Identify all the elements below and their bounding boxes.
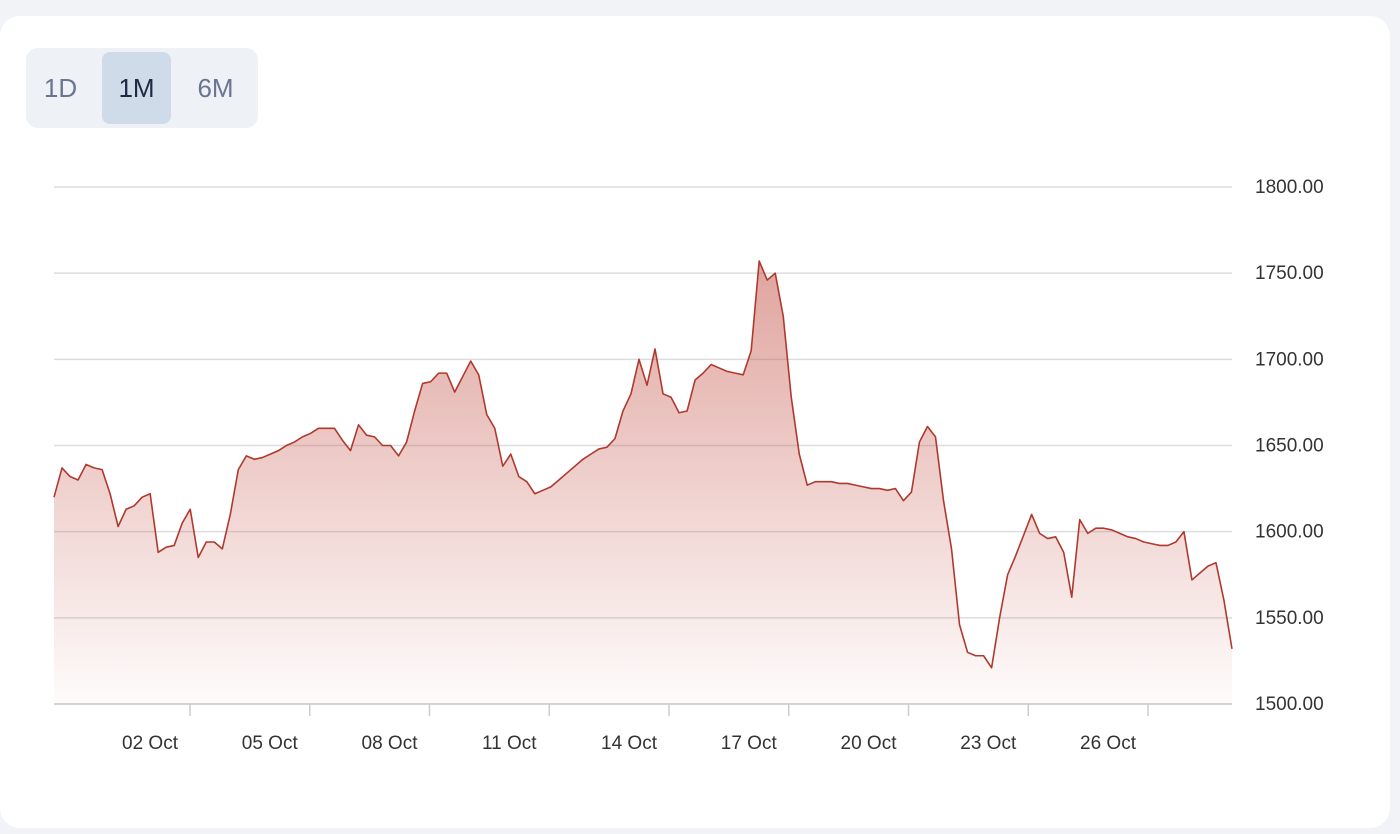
y-tick-label: 1550.00: [1255, 608, 1324, 629]
y-tick-label: 1650.00: [1255, 436, 1324, 457]
x-tick-label: 26 Oct: [1080, 733, 1137, 754]
range-selector: 1D 1M 6M: [26, 48, 258, 128]
area-fill: [54, 261, 1232, 704]
x-tick-label: 14 Oct: [601, 733, 658, 754]
x-tick-label: 11 Oct: [482, 733, 537, 754]
y-tick-label: 1800.00: [1255, 177, 1324, 198]
x-tick-label: 08 Oct: [362, 733, 419, 754]
x-tick-label: 20 Oct: [841, 733, 898, 754]
x-tick-label: 23 Oct: [960, 733, 1017, 754]
x-tick-label: 17 Oct: [721, 733, 778, 754]
range-button[interactable]: 6M: [197, 73, 234, 103]
price-line: [53, 260, 1233, 669]
y-tick-label: 1600.00: [1255, 522, 1324, 543]
y-tick-label: 1700.00: [1255, 349, 1324, 370]
x-tick-label: 02 Oct: [122, 733, 179, 754]
y-tick-label: 1750.00: [1255, 263, 1324, 284]
y-tick-label: 1500.00: [1255, 694, 1324, 715]
x-tick-label: 05 Oct: [242, 733, 299, 754]
range-button[interactable]: 1D: [43, 73, 78, 103]
range-button-active[interactable]: 1M: [102, 52, 171, 124]
